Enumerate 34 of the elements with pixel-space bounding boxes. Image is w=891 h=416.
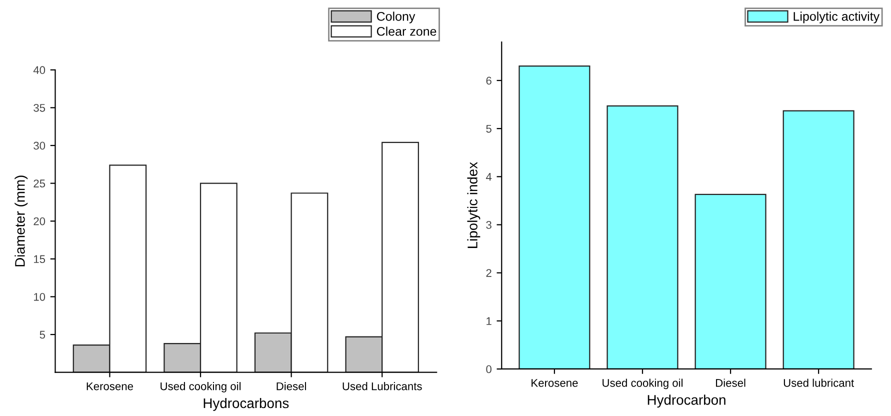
y-tick-label: 2 xyxy=(486,269,492,277)
x-tick-label: Used lubricant xyxy=(784,378,854,387)
x-tick-label: Kerosene xyxy=(86,382,134,390)
x-tick-label: Diesel xyxy=(716,378,746,387)
y-tick-label: 30 xyxy=(34,142,46,150)
y-tick-label: 35 xyxy=(34,104,46,112)
x-tick-label: Used Lubricants xyxy=(342,382,422,390)
y-axis-title: Diameter (mm) xyxy=(14,176,28,266)
bar xyxy=(518,66,590,369)
y-tick-label: 5 xyxy=(40,330,46,339)
x-tick-label: Kerosene xyxy=(532,379,578,387)
y-tick-label: 25 xyxy=(34,180,46,188)
x-axis-title: Hydrocarbons xyxy=(204,398,289,411)
y-tick-label: 40 xyxy=(33,66,46,74)
y-tick-label: 4 xyxy=(486,173,492,181)
x-tick-label: Diesel xyxy=(276,382,306,390)
y-tick-label: 3 xyxy=(486,221,492,229)
bar xyxy=(694,194,766,369)
y-tick-label: 15 xyxy=(34,255,46,264)
y-tick-label: 0 xyxy=(486,365,492,374)
x-tick-label: Used cooking oil xyxy=(602,378,683,390)
bar xyxy=(782,110,854,369)
x-axis-title: Hydrocarbon xyxy=(648,394,726,408)
y-tick-label: 6 xyxy=(486,76,492,85)
y-tick-label: 5 xyxy=(486,124,492,133)
y-tick-label: 1 xyxy=(486,317,492,325)
y-tick-label: 10 xyxy=(34,292,46,301)
legend-label: Clear zone xyxy=(376,26,436,36)
y-tick-label: 20 xyxy=(34,217,46,226)
y-axis-title: Lipolytic index xyxy=(467,162,480,248)
legend-label: Lipolytic activity xyxy=(794,12,880,24)
x-tick-label: Used cooking oil xyxy=(160,382,241,392)
bar xyxy=(606,105,678,369)
legend-label: Colony xyxy=(376,12,416,24)
